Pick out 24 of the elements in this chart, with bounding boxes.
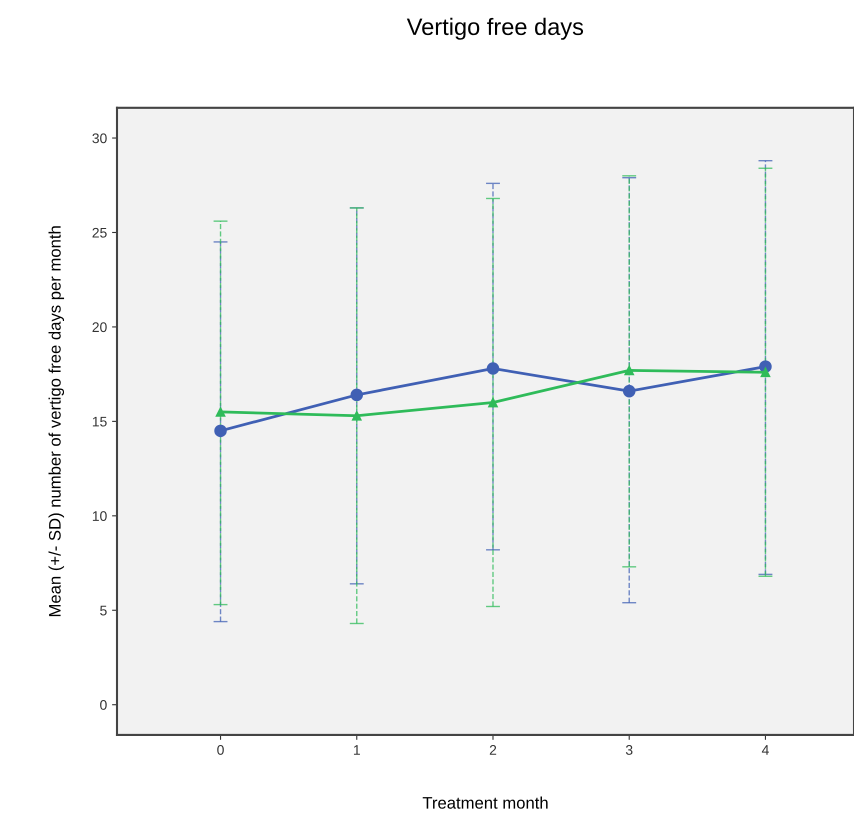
y-axis-title: Mean (+/- SD) number of vertigo free days per month [48,226,64,616]
point [214,424,227,438]
y-tick-label: 10 [92,511,107,521]
x-tick-label: 0 [217,745,224,755]
y-tick-label: 30 [92,133,107,144]
point [624,366,634,376]
x-tick-label: 2 [490,745,496,755]
y-tick-label: 25 [92,228,107,238]
point [486,362,500,375]
y-tick-label: 15 [92,416,107,427]
point [352,410,362,421]
x-tick-label: 1 [354,745,360,755]
x-axis-title: Treatment month [422,796,548,809]
y-tick-label: 0 [100,700,107,710]
point [760,367,770,378]
x-tick-label: 4 [762,745,769,755]
point [622,384,636,398]
point [216,407,226,417]
x-tick-label: 3 [626,745,632,755]
y-tick-label: 5 [100,606,107,616]
point [350,388,364,402]
point [488,398,498,408]
y-tick-label: 20 [92,322,107,332]
chart-title: Vertigo free days [406,18,584,40]
